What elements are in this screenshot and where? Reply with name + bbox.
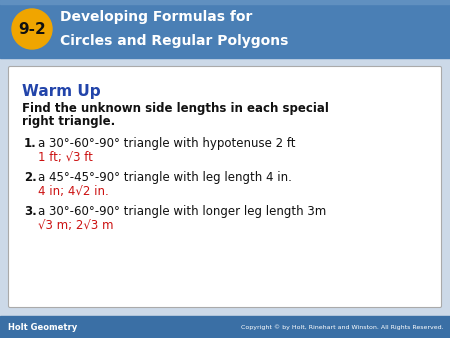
Text: 1 ft; √3 ft: 1 ft; √3 ft	[38, 151, 93, 164]
Circle shape	[12, 9, 52, 49]
Text: Find the unknown side lengths in each special: Find the unknown side lengths in each sp…	[22, 102, 329, 115]
Text: a 30°-60°-90° triangle with hypotenuse 2 ft: a 30°-60°-90° triangle with hypotenuse 2…	[38, 137, 296, 150]
Text: Copyright © by Holt, Rinehart and Winston. All Rights Reserved.: Copyright © by Holt, Rinehart and Winsto…	[241, 324, 444, 330]
Text: 2.: 2.	[24, 171, 37, 184]
Bar	[0, 316, 450, 338]
Text: a 45°-45°-90° triangle with leg length 4 in.: a 45°-45°-90° triangle with leg length 4…	[38, 171, 292, 184]
Text: right triangle.: right triangle.	[22, 115, 115, 128]
Bar	[0, 0, 450, 4]
Text: 4 in; 4√2 in.: 4 in; 4√2 in.	[38, 185, 109, 198]
Text: 9-2: 9-2	[18, 22, 46, 37]
Text: 3.: 3.	[24, 205, 37, 218]
FancyBboxPatch shape	[9, 67, 441, 308]
Text: a 30°-60°-90° triangle with longer leg length 3m: a 30°-60°-90° triangle with longer leg l…	[38, 205, 326, 218]
Text: Developing Formulas for: Developing Formulas for	[60, 10, 252, 24]
Text: Warm Up: Warm Up	[22, 84, 101, 99]
Text: √3 m; 2√3 m: √3 m; 2√3 m	[38, 219, 113, 232]
Text: 1.: 1.	[24, 137, 37, 150]
Text: Circles and Regular Polygons: Circles and Regular Polygons	[60, 34, 288, 48]
Bar	[0, 0, 450, 58]
Text: Holt Geometry: Holt Geometry	[8, 322, 77, 332]
